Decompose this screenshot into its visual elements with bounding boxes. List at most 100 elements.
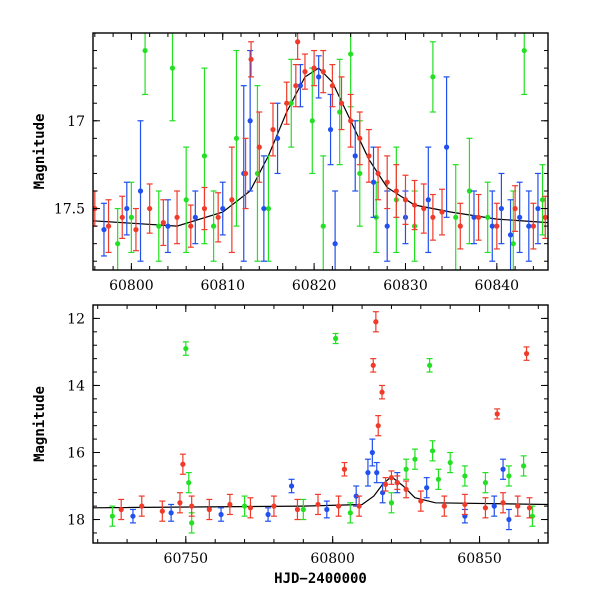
data-point	[329, 63, 336, 108]
data-point	[114, 207, 121, 270]
data-point	[403, 458, 410, 480]
data-point	[219, 181, 226, 236]
data-point	[429, 193, 436, 241]
data-point	[210, 190, 217, 262]
data-point	[315, 55, 322, 99]
data-point	[183, 146, 190, 254]
series-blue	[100, 49, 541, 270]
data-point	[142, 33, 149, 96]
data-point	[176, 492, 183, 514]
data-point	[417, 490, 424, 512]
data-point	[283, 81, 290, 125]
data-point	[403, 480, 410, 499]
data-point	[498, 172, 505, 245]
data-point	[500, 458, 507, 480]
data-point	[129, 508, 136, 524]
data-point	[393, 164, 400, 218]
data-point	[520, 455, 527, 477]
data-point	[288, 58, 295, 148]
data-point	[369, 438, 376, 467]
data-point	[384, 155, 391, 210]
data-point	[375, 415, 382, 437]
plot-frame	[92, 304, 549, 544]
data-point	[482, 497, 489, 519]
data-point	[185, 472, 192, 494]
model-curve	[93, 475, 548, 509]
y-tick-label: 17	[67, 114, 85, 130]
plot-area	[93, 311, 548, 534]
x-tick-label: 60810	[200, 278, 245, 294]
data-point	[475, 193, 482, 241]
data-point	[201, 186, 208, 231]
data-point	[294, 498, 301, 521]
top-panel: 60800 60810 60820 60830 60840 17 17.5 Magnitude	[32, 32, 549, 294]
data-point	[505, 465, 512, 487]
data-point	[218, 507, 225, 522]
data-point	[443, 76, 450, 218]
y-tick-label: 18	[67, 513, 85, 529]
data-point	[119, 195, 126, 239]
data-point	[146, 183, 153, 234]
data-point	[470, 190, 477, 245]
data-point	[457, 202, 464, 250]
data-point	[423, 477, 430, 499]
data-point	[132, 207, 139, 252]
data-point	[375, 146, 382, 201]
data-point	[109, 505, 116, 527]
series-red	[118, 311, 533, 522]
data-point	[247, 497, 254, 519]
data-point	[402, 174, 409, 225]
data-point	[256, 111, 263, 183]
data-point	[300, 498, 307, 521]
x-tick-label: 60800	[310, 551, 355, 567]
data-point	[347, 93, 354, 148]
y-axis-title: Magnitude	[32, 114, 48, 190]
data-point	[356, 495, 363, 517]
data-point	[270, 495, 277, 517]
data-point	[323, 500, 330, 519]
data-point	[482, 472, 489, 494]
data-point	[335, 495, 342, 517]
data-point	[523, 346, 530, 361]
data-point	[160, 199, 167, 247]
model-curve	[93, 67, 548, 227]
data-point	[311, 49, 318, 87]
data-point	[260, 155, 267, 262]
data-point	[105, 199, 112, 254]
data-point	[435, 468, 442, 490]
data-point	[332, 190, 339, 270]
plot-frame	[92, 32, 549, 271]
data-point	[500, 492, 507, 514]
data-point	[512, 185, 519, 232]
data-point	[292, 63, 299, 108]
data-point	[382, 477, 389, 492]
data-point	[426, 358, 433, 373]
data-point	[411, 448, 418, 470]
data-point	[411, 179, 418, 231]
data-point	[226, 493, 233, 516]
data-point	[534, 172, 541, 245]
data-point	[320, 49, 327, 94]
data-point	[514, 495, 521, 517]
data-point	[441, 495, 448, 517]
data-point	[505, 508, 512, 531]
data-point	[542, 195, 548, 239]
data-point	[274, 102, 281, 175]
data-point	[347, 502, 354, 524]
data-point	[100, 202, 107, 257]
x-tick-label: 60750	[164, 551, 209, 567]
data-point	[491, 495, 498, 517]
data-point	[489, 190, 496, 262]
y-tick-label: 14	[67, 378, 85, 394]
data-point	[429, 440, 436, 462]
data-point	[526, 497, 533, 519]
data-point	[379, 384, 386, 400]
data-point	[494, 408, 501, 420]
series-green	[109, 332, 536, 534]
data-point	[394, 475, 401, 490]
data-point	[507, 199, 514, 270]
data-point	[233, 49, 240, 227]
data-point	[332, 332, 339, 345]
data-point	[370, 358, 377, 373]
data-point	[347, 33, 354, 108]
